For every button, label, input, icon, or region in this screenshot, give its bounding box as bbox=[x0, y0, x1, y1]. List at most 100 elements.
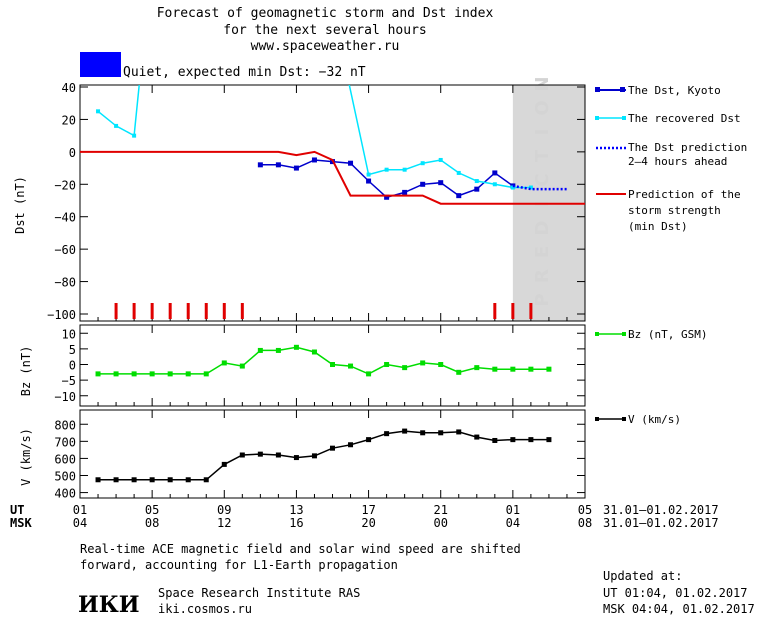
series-line bbox=[97, 85, 531, 189]
status-color-box bbox=[80, 52, 121, 77]
y-tick-label: 40 bbox=[62, 81, 76, 95]
series-line bbox=[98, 346, 549, 375]
data-point bbox=[510, 437, 516, 443]
source-url: www.spaceweather.ru bbox=[251, 39, 400, 54]
y-tick-label: −100 bbox=[47, 308, 76, 322]
data-point bbox=[348, 442, 354, 448]
v-axis-label: V (km/s) bbox=[19, 428, 33, 486]
data-point bbox=[402, 365, 408, 371]
data-point bbox=[167, 477, 173, 483]
msk-label: MSK bbox=[10, 516, 32, 530]
ut-tick-label: 01 bbox=[506, 503, 520, 517]
data-point bbox=[149, 477, 155, 483]
msk-date-range: 31.01–01.02.2017 bbox=[603, 516, 719, 530]
data-point bbox=[275, 452, 281, 458]
data-point bbox=[510, 366, 516, 372]
y-tick-label: 600 bbox=[54, 452, 76, 466]
legend-label: 2–4 hours ahead bbox=[628, 155, 727, 168]
iki-logo: ИКИ bbox=[78, 592, 140, 618]
msk-tick-label: 00 bbox=[433, 516, 447, 530]
updated-ut: UT 01:04, 01.02.2017 bbox=[603, 586, 748, 600]
data-point bbox=[384, 362, 390, 367]
data-point bbox=[203, 477, 209, 483]
msk-tick-label: 12 bbox=[217, 516, 231, 530]
data-point bbox=[257, 451, 263, 457]
institute-name: Space Research Institute RAS bbox=[158, 586, 360, 600]
y-tick-label: 0 bbox=[69, 146, 76, 160]
data-point bbox=[330, 362, 335, 367]
data-point bbox=[114, 123, 119, 128]
legend-dst-prediction: The Dst prediction 2–4 hours ahead bbox=[596, 141, 747, 168]
prediction-letter: T bbox=[532, 149, 553, 162]
data-point bbox=[348, 160, 354, 166]
data-point bbox=[293, 344, 299, 350]
data-point bbox=[131, 371, 137, 377]
legend-recovered-dst: The recovered Dst bbox=[595, 112, 741, 125]
panel-frame bbox=[79, 409, 586, 499]
data-point bbox=[420, 181, 426, 187]
data-point bbox=[438, 362, 444, 367]
msk-tick-label: 04 bbox=[506, 516, 520, 530]
ace-note-line2: forward, accounting for L1-Earth propaga… bbox=[80, 558, 398, 572]
data-point bbox=[474, 179, 479, 184]
data-point bbox=[221, 360, 227, 366]
legend-v: V (km/s) bbox=[595, 413, 681, 426]
prediction-letter: D bbox=[532, 221, 553, 236]
msk-tick-label: 08 bbox=[145, 516, 159, 530]
data-point bbox=[420, 360, 426, 366]
msk-tick-label: 04 bbox=[73, 516, 87, 530]
series-line bbox=[80, 150, 585, 205]
ut-date-range: 31.01–01.02.2017 bbox=[603, 503, 719, 517]
legend-label: (min Dst) bbox=[628, 220, 688, 233]
ut-tick-label: 09 bbox=[217, 503, 231, 517]
y-tick-label: 0 bbox=[69, 359, 76, 373]
y-tick-label: −60 bbox=[54, 243, 76, 257]
prediction-letter: I bbox=[532, 129, 553, 136]
y-tick-label: 5 bbox=[69, 343, 76, 357]
data-point bbox=[456, 429, 462, 435]
y-tick-label: −10 bbox=[54, 390, 76, 404]
updated-label: Updated at: bbox=[603, 569, 682, 583]
data-point bbox=[492, 182, 497, 187]
y-tick-label: 500 bbox=[54, 470, 76, 484]
y-tick-label: −20 bbox=[54, 178, 76, 192]
bz-panel: 10 5 0−5 −10 bbox=[54, 324, 586, 407]
y-tick-label: 10 bbox=[62, 327, 76, 341]
y-tick-label: 20 bbox=[62, 113, 76, 127]
y-tick-label: −40 bbox=[54, 211, 76, 225]
chart-subtitle: for the next several hours bbox=[223, 23, 427, 38]
status-text: Quiet, expected min Dst: −32 nT bbox=[123, 65, 366, 80]
data-point bbox=[438, 157, 443, 162]
data-point bbox=[402, 428, 408, 434]
data-point bbox=[113, 371, 119, 377]
data-point bbox=[528, 437, 534, 443]
prediction-letter: C bbox=[532, 173, 553, 186]
legend-label: Bz (nT, GSM) bbox=[628, 328, 707, 341]
data-point bbox=[293, 165, 299, 171]
data-point bbox=[384, 431, 390, 437]
institute-website[interactable]: iki.cosmos.ru bbox=[158, 602, 252, 616]
prediction-letter: E bbox=[532, 246, 553, 258]
data-point bbox=[311, 157, 317, 163]
legend-label: The Dst prediction bbox=[628, 141, 747, 154]
legend-storm-strength: Prediction of the storm strength (min Ds… bbox=[596, 188, 741, 233]
prediction-letter: R bbox=[532, 269, 553, 283]
chart-title: Forecast of geomagnetic storm and Dst in… bbox=[157, 6, 494, 21]
msk-tick-label: 20 bbox=[361, 516, 375, 530]
ut-tick-label: 05 bbox=[145, 503, 159, 517]
legend-label: V (km/s) bbox=[628, 413, 681, 426]
ut-tick-label: 17 bbox=[361, 503, 375, 517]
data-point bbox=[546, 437, 552, 443]
data-point bbox=[132, 133, 137, 138]
data-point bbox=[366, 172, 371, 177]
y-tick-label: 400 bbox=[54, 487, 76, 501]
data-point bbox=[348, 363, 354, 369]
data-point bbox=[366, 437, 372, 443]
data-point bbox=[456, 193, 462, 199]
data-point bbox=[167, 371, 173, 377]
data-point bbox=[492, 437, 498, 443]
series-line bbox=[512, 184, 567, 191]
data-point bbox=[95, 371, 101, 377]
updated-msk: MSK 04:04, 01.02.2017 bbox=[603, 602, 755, 616]
